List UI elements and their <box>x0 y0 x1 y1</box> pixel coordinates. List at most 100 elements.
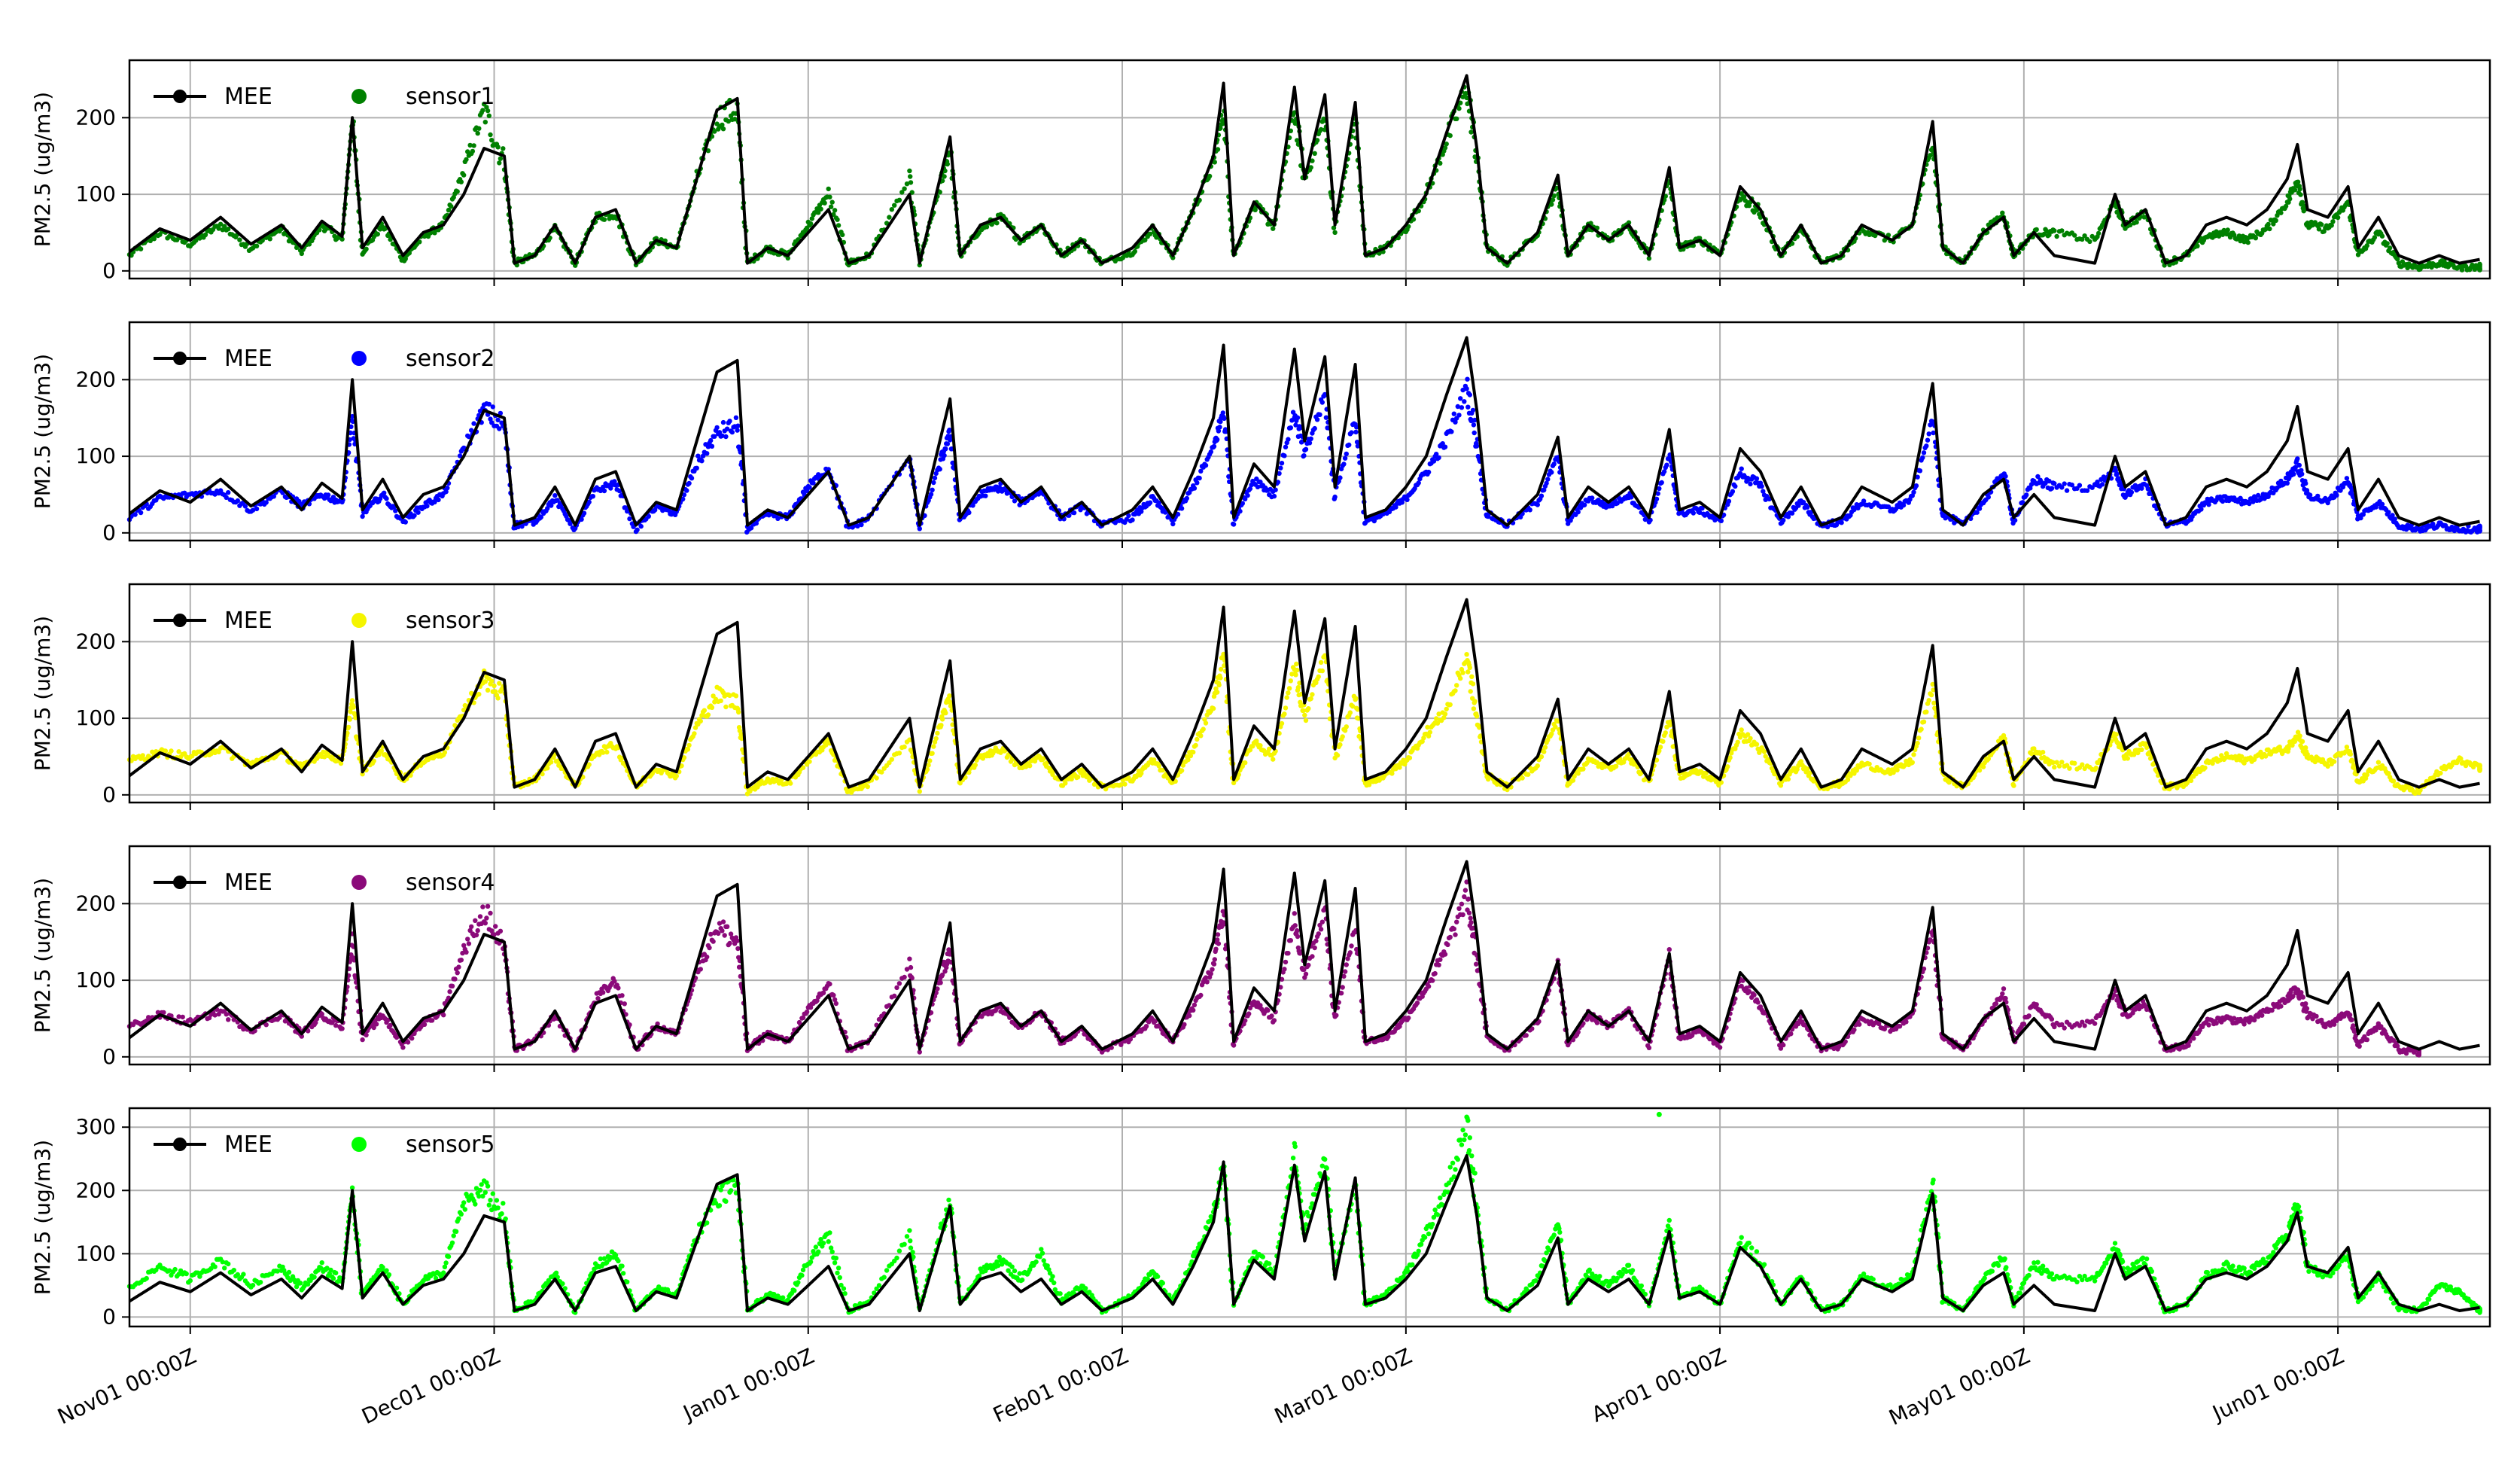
sensor-marker <box>822 200 827 206</box>
sensor-marker <box>685 747 691 752</box>
sensor-marker <box>983 493 988 498</box>
sensor-marker <box>902 744 907 750</box>
sensor-marker <box>1545 477 1551 482</box>
sensor-marker <box>412 513 417 518</box>
sensor-marker <box>2129 489 2135 495</box>
sensor-marker <box>1218 675 1223 681</box>
sensor-marker <box>2386 510 2391 515</box>
sensor-marker <box>1282 711 1287 717</box>
sensor-marker <box>1308 696 1313 702</box>
sensor-marker <box>686 480 692 486</box>
sensor-marker <box>1283 444 1289 449</box>
sensor-marker <box>887 215 892 220</box>
sensor-marker <box>1921 450 1927 455</box>
sensor-marker <box>942 168 948 174</box>
sensor-marker <box>480 108 485 113</box>
sensor-marker <box>931 744 936 749</box>
sensor-marker <box>1913 483 1919 489</box>
sensor-marker <box>2284 480 2290 486</box>
sensor-marker <box>306 242 312 247</box>
sensor-marker <box>908 174 913 179</box>
sensor-marker <box>482 120 488 125</box>
sensor-marker <box>492 683 497 689</box>
sensor-marker <box>2330 219 2336 224</box>
sensor-marker <box>267 236 272 242</box>
sensor-marker <box>1405 497 1410 502</box>
sensor-marker <box>2059 228 2065 233</box>
sensor-marker <box>1344 451 1350 457</box>
sensor-marker <box>1220 410 1226 416</box>
sensor-marker <box>1554 185 1560 191</box>
sensor-marker <box>939 723 944 728</box>
sensor-marker <box>325 492 331 498</box>
sensor-marker <box>2477 528 2482 533</box>
sensor-marker <box>808 221 814 227</box>
sensor-marker <box>1252 207 1258 212</box>
sensor-marker <box>1318 659 1324 666</box>
legend-mee-label: MEE <box>224 84 272 110</box>
sensor-marker <box>1646 256 1652 261</box>
sensor-marker <box>828 204 834 209</box>
sensor-marker <box>1535 502 1541 507</box>
sensor-marker <box>1733 483 1738 489</box>
sensor-marker <box>345 724 352 730</box>
sensor-marker <box>1581 502 1587 507</box>
sensor-marker <box>485 108 491 114</box>
sensor-marker <box>2199 507 2204 512</box>
sensor-marker <box>202 232 208 238</box>
sensor-marker <box>984 224 990 230</box>
sensor-marker <box>840 232 845 238</box>
sensor-marker <box>1319 400 1325 405</box>
sensor-marker <box>1323 415 1329 420</box>
sensor-marker <box>1258 743 1263 748</box>
sensor-marker <box>712 129 717 134</box>
sensor-marker <box>723 704 729 710</box>
sensor-marker <box>943 446 948 452</box>
sensor-marker <box>1124 253 1130 258</box>
sensor-marker <box>718 698 723 704</box>
sensor-marker <box>1201 726 1206 732</box>
sensor-marker <box>1986 495 1991 500</box>
sensor-marker <box>1805 504 1810 510</box>
sensor-marker <box>451 194 456 200</box>
sensor-marker <box>2295 456 2300 461</box>
sensor-marker <box>1341 461 1347 467</box>
sensor-marker <box>1195 480 1200 486</box>
sensor-marker <box>1195 736 1200 742</box>
sensor-marker <box>859 522 864 528</box>
sensor-marker <box>347 717 352 722</box>
sensor-marker <box>2379 233 2385 239</box>
sensor-marker <box>945 161 951 167</box>
sensor-marker <box>1462 399 1467 404</box>
sensor-marker <box>1444 142 1449 147</box>
sensor-marker <box>1027 763 1033 769</box>
sensor-marker <box>1278 465 1283 471</box>
sensor-marker <box>1317 412 1322 417</box>
sensor-marker <box>1626 220 1632 225</box>
sensor-marker <box>2195 243 2200 248</box>
sensor-marker <box>1319 668 1325 674</box>
sensor-marker <box>714 425 720 431</box>
sensor-marker <box>461 172 467 178</box>
sensor-marker <box>1550 197 1556 203</box>
sensor-marker <box>1551 193 1557 199</box>
sensor-marker <box>723 434 729 440</box>
sensor-marker <box>2287 196 2293 202</box>
sensor-marker <box>1208 449 1214 455</box>
sensor-marker <box>1207 173 1213 179</box>
sensor-marker <box>935 730 940 736</box>
sensor-marker <box>1470 407 1476 413</box>
sensor-marker <box>1465 404 1471 410</box>
sensor-marker <box>1447 132 1453 139</box>
sensor-marker <box>1179 506 1185 511</box>
sensor-marker <box>1288 425 1294 431</box>
sensor-marker <box>1203 463 1209 468</box>
sensor-marker <box>132 512 138 517</box>
sensor-marker <box>826 186 831 192</box>
sensor-marker <box>1282 453 1287 458</box>
sensor-marker <box>1193 742 1198 748</box>
sensor-marker <box>495 145 501 150</box>
sensor-marker <box>942 174 947 179</box>
sensor-marker <box>1759 483 1764 489</box>
